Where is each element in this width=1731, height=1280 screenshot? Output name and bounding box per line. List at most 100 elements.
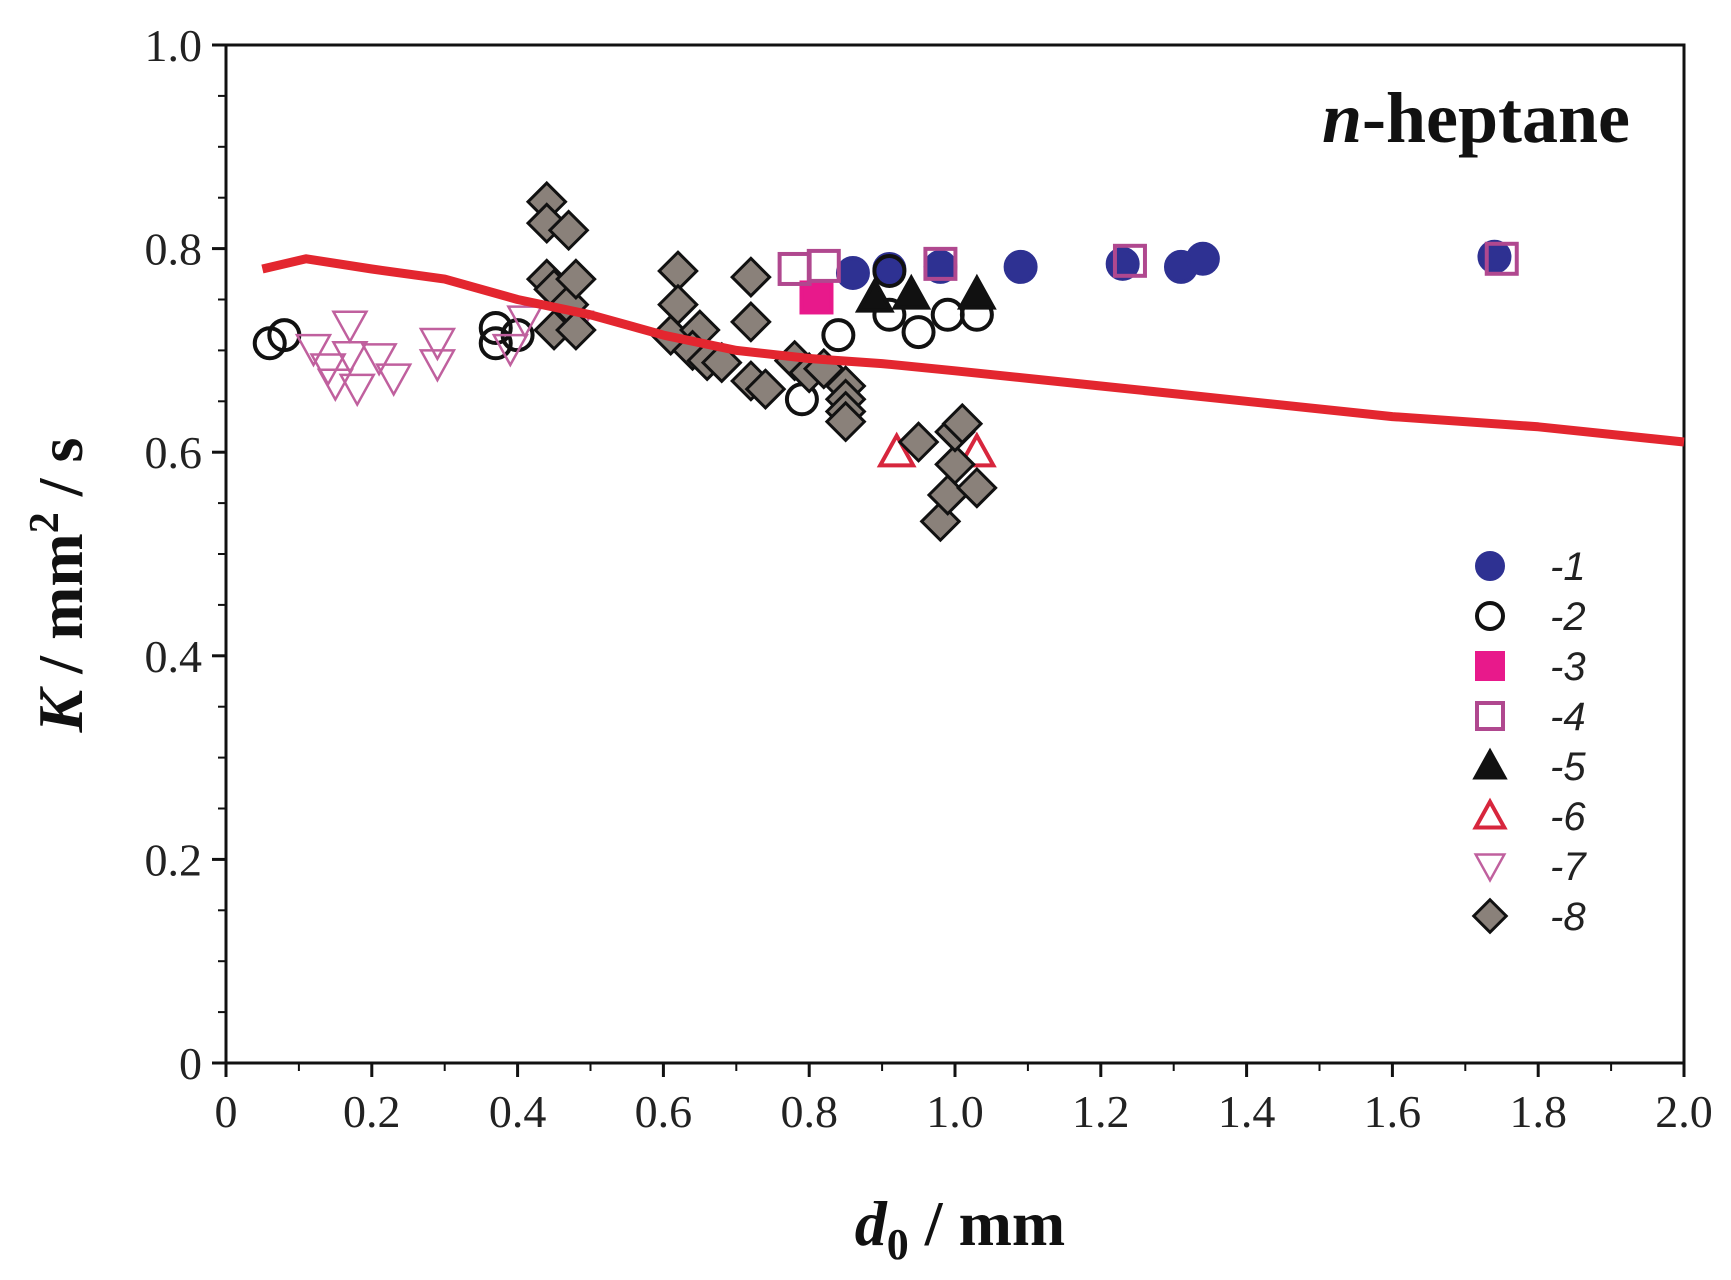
x-axis-title: d0 / mm: [855, 1188, 1065, 1269]
data-point: [375, 363, 413, 397]
data-point: [267, 318, 302, 353]
data-point: [478, 326, 513, 361]
legend-marker: [1475, 551, 1505, 581]
data-point: [744, 368, 787, 410]
data-point: [891, 273, 932, 310]
x-axis-unit: / mm: [909, 1188, 1065, 1259]
data-point: [338, 373, 376, 408]
data-point: [876, 431, 917, 468]
data-point: [901, 315, 936, 350]
chart-title-rest: -heptane: [1362, 78, 1630, 158]
data-point: [806, 248, 841, 283]
data-point: [930, 297, 965, 332]
chart-title-italic: n: [1322, 78, 1362, 158]
legend: -1 -2 -3 -4 -5 -6 -7 -8: [1471, 545, 1587, 939]
legend-label: -1: [1550, 545, 1586, 589]
legend-label: -3: [1550, 645, 1586, 689]
legend-label: -2: [1550, 595, 1586, 639]
legend-marker: [1475, 701, 1505, 731]
y-tick-label: 0.2: [145, 834, 203, 885]
y-axis-sup: 2: [22, 512, 68, 533]
data-point: [360, 343, 398, 377]
legend-item-6: -6: [1472, 795, 1586, 839]
data-point: [1185, 241, 1220, 276]
legend-item-2: -2: [1475, 595, 1586, 639]
series-6: [876, 431, 997, 468]
ticks: 0 0.2 0.4 0.6 0.8 1.0 1.2 1.4 1.6 1.8 2.0 0 0.2 0.4 0.…: [145, 20, 1713, 1137]
legend-marker: [1471, 897, 1509, 935]
data-point: [547, 209, 590, 252]
series-3: [799, 280, 834, 315]
data-point: [506, 305, 544, 339]
legend-item-4: -4: [1475, 695, 1586, 739]
data-point: [1003, 249, 1038, 284]
data-point: [478, 311, 513, 346]
y-axis-end: / s: [25, 438, 96, 513]
series-4: [777, 241, 1519, 286]
data-point: [897, 421, 940, 463]
y-axis-var: K: [25, 685, 96, 733]
data-point: [418, 327, 457, 362]
data-point: [777, 251, 812, 286]
data-point: [824, 400, 867, 443]
y-axis-title: K / mm2 / s: [22, 438, 96, 734]
data-point: [331, 310, 369, 345]
data-point: [872, 297, 907, 332]
data-point: [316, 368, 354, 403]
x-tick-label: 1.0: [926, 1086, 984, 1137]
data-point: [835, 256, 870, 291]
x-tick-label: 2.0: [1655, 1086, 1713, 1137]
x-tick-label: 1.8: [1509, 1086, 1567, 1137]
legend-label: -6: [1550, 795, 1586, 839]
legend-item-7: -7: [1473, 845, 1587, 889]
y-tick-label: 0.8: [145, 224, 203, 275]
x-tick-label: 1.6: [1364, 1086, 1422, 1137]
data-point: [799, 280, 834, 315]
data-point: [1112, 243, 1147, 278]
data-point: [956, 431, 997, 468]
x-axis-var: d: [855, 1188, 888, 1259]
legend-item-1: -1: [1475, 545, 1586, 589]
x-tick-label: 0.2: [343, 1086, 401, 1137]
y-tick-label: 0.6: [145, 427, 203, 478]
x-tick-label: 0.8: [780, 1086, 838, 1137]
series-5: [854, 273, 997, 313]
data-point: [821, 318, 856, 353]
legend-marker: [1473, 853, 1507, 883]
legend-item-3: -3: [1475, 645, 1586, 689]
x-tick-label: 0.4: [489, 1086, 547, 1137]
data-point: [418, 349, 457, 383]
axes: [224, 43, 1686, 1065]
y-tick-label: 1.0: [145, 20, 203, 71]
x-axis-sub: 0: [887, 1220, 909, 1269]
fit-curve-layer: [261, 254, 1685, 447]
data-point: [872, 253, 907, 288]
chart-title: n-heptane: [1322, 78, 1630, 158]
fit-curve-line: [261, 254, 1685, 447]
data-point: [941, 402, 984, 445]
legend-label: -4: [1550, 695, 1586, 739]
data-point: [555, 309, 597, 351]
y-axis-mid: / mm: [25, 533, 96, 689]
data-point: [934, 443, 976, 486]
legend-label: -7: [1550, 845, 1587, 889]
plot-frame: [224, 43, 1686, 1065]
data-point: [1484, 241, 1519, 276]
data-point: [730, 301, 772, 343]
legend-marker: [1472, 797, 1508, 830]
legend-label: -5: [1550, 745, 1586, 789]
series-8: [525, 180, 998, 543]
x-tick-label: 1.2: [1072, 1086, 1130, 1137]
legend-marker: [1475, 601, 1505, 631]
x-tick-label: 0.6: [635, 1086, 693, 1137]
legend-label: -8: [1550, 895, 1586, 939]
y-tick-label: 0: [179, 1038, 202, 1089]
x-tick-label: 1.4: [1218, 1086, 1276, 1137]
series-7: [294, 305, 595, 408]
data-point: [923, 246, 958, 281]
legend-item-8: -8: [1471, 895, 1586, 939]
data-point: [555, 258, 597, 301]
x-tick-label: 0: [215, 1086, 238, 1137]
data-point: [955, 466, 998, 509]
legend-item-5: -5: [1472, 745, 1586, 789]
